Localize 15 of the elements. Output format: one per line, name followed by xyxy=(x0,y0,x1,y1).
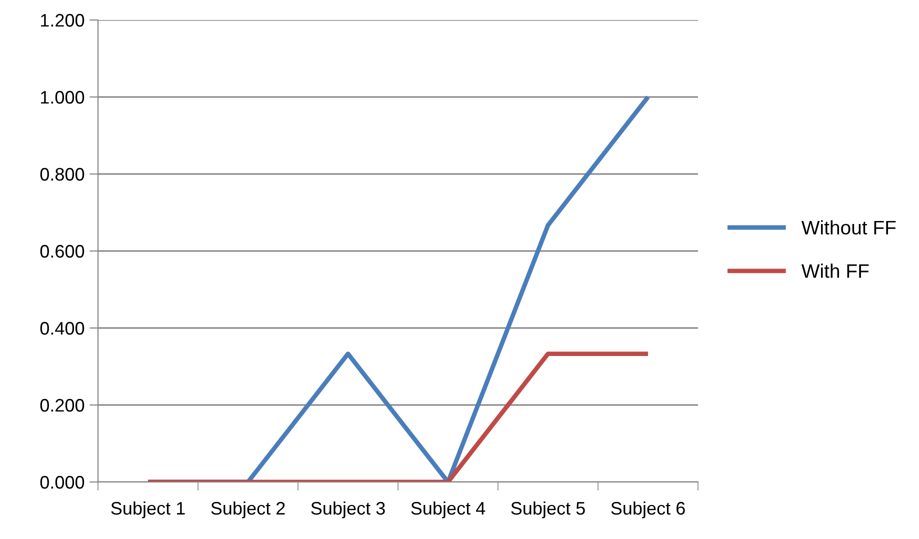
y-tick-label: 1.200 xyxy=(41,14,84,27)
y-tick-label: 0.600 xyxy=(40,244,84,258)
legend-label: With FF xyxy=(801,264,869,278)
x-tick-label: Subject 2 xyxy=(211,501,285,518)
x-tick-label: Subject 1 xyxy=(111,501,185,518)
y-tick-label: 0.800 xyxy=(40,168,84,181)
y-tick-label: 0.400 xyxy=(40,322,84,335)
y-tick-label: 1.000 xyxy=(41,90,84,104)
x-tick-label: Subject 3 xyxy=(311,501,385,518)
y-tick-label: 0.000 xyxy=(40,476,84,489)
x-tick-label: Subject 4 xyxy=(411,501,486,518)
x-tick-label: Subject 6 xyxy=(611,501,685,518)
x-tick-label: Subject 5 xyxy=(511,501,585,518)
y-tick-label: 0.200 xyxy=(40,398,84,412)
legend-label: Without FF xyxy=(801,220,896,235)
